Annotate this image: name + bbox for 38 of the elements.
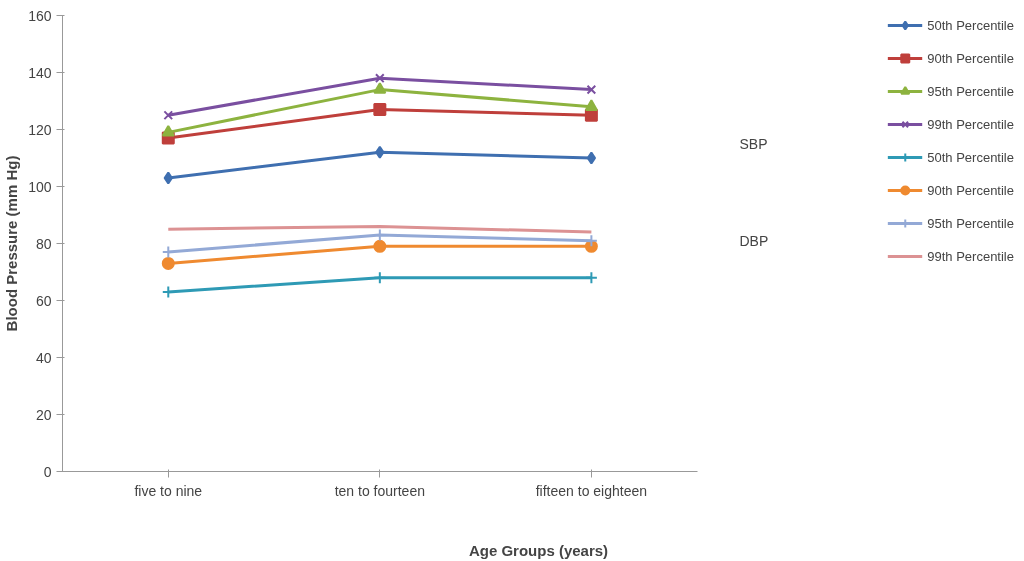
text: DBP	[739, 233, 769, 250]
y-tick-label: 40	[35, 349, 52, 366]
legend-label: 99th Percentile	[927, 248, 1014, 264]
point	[584, 99, 598, 111]
y-tick-label: 120	[28, 121, 52, 138]
legend-label: 95th Percentile	[927, 215, 1014, 231]
legend-label: 90th Percentile	[927, 182, 1014, 198]
point	[161, 256, 175, 270]
y-axis-title: Blood Pressure (mm Hg)	[3, 155, 21, 332]
point	[161, 125, 175, 137]
legend-label: 95th Percentile	[927, 83, 1014, 99]
legend-label: 90th Percentile	[927, 50, 1014, 66]
point	[163, 110, 174, 121]
legend-label: 50th Percentile	[927, 17, 1014, 33]
legend-label: 99th Percentile	[927, 116, 1014, 132]
x-tick-label: five to nine	[134, 482, 203, 499]
x-tick-label: ten to fourteen	[334, 482, 425, 499]
point	[373, 82, 387, 94]
y-tick-label: 100	[28, 178, 52, 195]
point	[586, 151, 597, 165]
point	[586, 84, 597, 95]
x-tick-label: fifteen to eighteen	[535, 482, 648, 499]
y-tick-label: 20	[35, 406, 52, 423]
y-tick-label: 140	[28, 64, 52, 81]
point	[373, 239, 387, 253]
point	[373, 103, 387, 117]
y-tick-label: 0	[43, 463, 52, 480]
y-tick-label: 80	[35, 235, 52, 252]
y-tick-label: 60	[35, 292, 52, 309]
point	[373, 271, 387, 285]
point	[163, 171, 173, 185]
point	[374, 73, 385, 84]
point	[375, 145, 385, 159]
legend-label: 50th Percentile	[927, 149, 1014, 165]
point	[584, 271, 598, 285]
y-tick-label: 160	[28, 7, 52, 24]
x-axis-title: Age Groups (years)	[468, 541, 609, 559]
text: SBP	[739, 136, 768, 153]
